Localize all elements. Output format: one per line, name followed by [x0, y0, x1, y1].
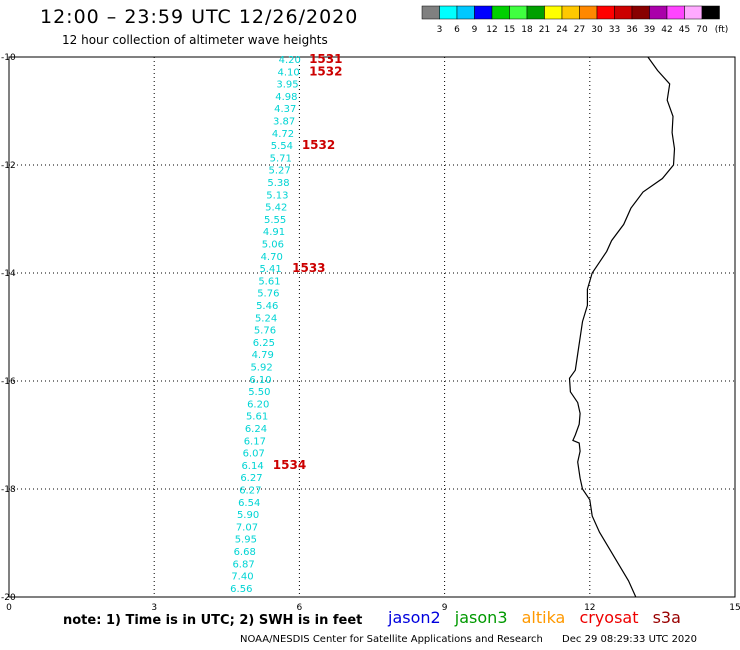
wave-height-label: 5.61 [246, 412, 268, 423]
wave-height-label: 7.40 [231, 572, 253, 583]
scale-tick-label: 9 [472, 25, 478, 35]
wave-height-label: 6.24 [245, 424, 267, 435]
wave-height-label: 4.70 [261, 252, 283, 263]
scale-tick-label: 15 [504, 25, 515, 35]
scale-tick-label: 12 [486, 25, 497, 35]
wave-height-label: 6.07 [243, 449, 265, 460]
wave-height-label: 6.10 [249, 375, 271, 386]
wave-height-label: 5.46 [256, 301, 278, 312]
footer: NOAA/NESDIS Center for Satellite Applica… [240, 634, 697, 645]
scale-tick-label: 33 [609, 25, 620, 35]
wave-height-label: 5.76 [257, 289, 279, 300]
x-tick-label: 9 [442, 603, 448, 613]
wave-height-label: 5.71 [270, 153, 292, 164]
wave-height-label: 6.87 [232, 559, 254, 570]
y-tick-label: -18 [1, 485, 16, 495]
x-tick-label: 6 [297, 603, 303, 613]
wave-height-label: 4.91 [263, 227, 285, 238]
wave-height-label: 5.90 [237, 510, 259, 521]
wave-height-label: 6.56 [230, 584, 252, 595]
y-tick-label: -14 [1, 269, 16, 279]
wave-height-label: 5.38 [267, 178, 289, 189]
wave-height-label: 6.68 [234, 547, 256, 558]
x-tick-label: 3 [151, 603, 157, 613]
wave-height-label: 5.76 [254, 326, 276, 337]
pass-number-label: 1534 [273, 458, 306, 472]
scale-tick-label: 42 [661, 25, 672, 35]
y-tick-label: -20 [1, 593, 16, 603]
scale-swatch [701, 5, 720, 20]
pass-number-label: 1532 [302, 138, 335, 152]
wave-height-label: 6.25 [253, 338, 275, 349]
scale-tick-label: 3 [437, 25, 443, 35]
footer-credit: NOAA/NESDIS Center for Satellite Applica… [240, 634, 543, 645]
satellite-s3a: s3a [652, 608, 681, 627]
wave-height-label: 5.27 [268, 166, 290, 177]
wave-height-label: 4.98 [275, 92, 297, 103]
map-title: 12:00 – 23:59 UTC 12/26/2020 [40, 6, 359, 28]
x-tick-label: 15 [729, 603, 740, 613]
scale-unit-label: (ft) [715, 25, 729, 35]
wave-height-label: 5.42 [265, 203, 287, 214]
y-tick-label: -12 [1, 161, 16, 171]
wave-height-label: 6.14 [241, 461, 263, 472]
scale-tick-label: 27 [574, 25, 585, 35]
wave-height-label: 4.20 [279, 55, 301, 66]
wave-height-label: 5.95 [235, 535, 257, 546]
x-tick-label: 0 [6, 603, 12, 613]
satellite-altika: altika [521, 608, 566, 627]
wave-height-label: 6.20 [247, 399, 269, 410]
wave-height-label: 6.17 [244, 436, 266, 447]
wave-height-label: 4.72 [272, 129, 294, 140]
y-tick-label: -16 [1, 377, 16, 387]
scale-tick-label: 30 [591, 25, 603, 35]
wave-height-label: 4.37 [274, 104, 296, 115]
pass-number-label: 1532 [309, 64, 342, 78]
wave-height-label: 5.50 [248, 387, 270, 398]
pass-number-label: 1533 [292, 261, 325, 275]
satellite-jason3: jason3 [454, 608, 508, 627]
color-scale-legend: 3 6 9 12 15 18 21 24 27 30 33 36 39 42 45 70 (ft) [421, 5, 729, 35]
wave-height-label: 4.10 [277, 67, 299, 78]
wave-height-label: 5.92 [250, 363, 272, 374]
scale-tick-label: 36 [626, 25, 638, 35]
y-tick-label: -10 [1, 53, 16, 63]
satellite-legend: jason2 jason3 altika cryosat s3a [388, 608, 690, 627]
wave-height-label: 5.61 [258, 276, 280, 287]
pass-number-label: 1531 [309, 52, 342, 66]
scale-tick-label: 39 [644, 25, 656, 35]
note-text: note: 1) Time is in UTC; 2) SWH is in fe… [63, 613, 363, 628]
map-subtitle: 12 hour collection of altimeter wave hei… [62, 33, 328, 47]
wave-height-label: 6.54 [238, 498, 260, 509]
footer-timestamp: Dec 29 08:29:33 UTC 2020 [562, 634, 698, 645]
scale-tick-label: 24 [556, 25, 568, 35]
satellite-cryosat: cryosat [579, 608, 639, 627]
scale-tick-label: 45 [679, 25, 690, 35]
wave-height-label: 5.54 [271, 141, 293, 152]
scale-tick-label: 6 [454, 25, 460, 35]
satellite-jason2: jason2 [388, 608, 441, 627]
wave-height-label: 3.95 [276, 80, 298, 91]
wave-height-label: 7.07 [236, 522, 258, 533]
scale-tick-label: 70 [696, 25, 708, 35]
wave-height-label: 5.13 [266, 190, 288, 201]
wave-height-label: 5.24 [255, 313, 277, 324]
x-tick-label: 12 [584, 603, 595, 613]
wave-height-label: 5.41 [259, 264, 281, 275]
wave-height-label: 6.27 [239, 486, 261, 497]
wave-height-label: 6.27 [240, 473, 262, 484]
scale-tick-label: 21 [539, 25, 550, 35]
wave-height-label: 5.06 [262, 240, 284, 251]
wave-height-label: 5.55 [264, 215, 286, 226]
scale-tick-label: 18 [521, 25, 533, 35]
coastline [568, 56, 676, 598]
wave-height-label: 4.79 [252, 350, 274, 361]
wave-height-label: 3.87 [273, 117, 295, 128]
map-frame [8, 56, 736, 598]
